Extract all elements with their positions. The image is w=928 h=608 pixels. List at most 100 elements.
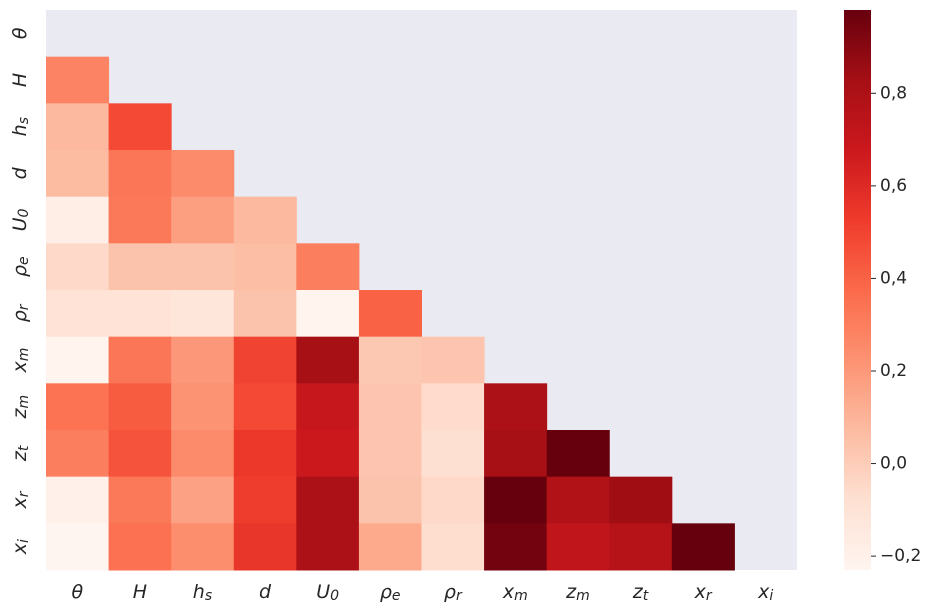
heatmap-cell-11-3 [233,523,297,571]
heatmap-cell-10-9 [609,476,673,524]
y-axis-label-2: hs [9,117,33,136]
heatmap-cell-7-2 [171,336,235,384]
heatmap-cell-9-5 [358,430,422,478]
heatmap-cell-5-0 [46,243,110,291]
heatmap-cell-7-3 [233,336,297,384]
heatmap-cell-8-6 [421,383,485,431]
heatmap-cell-7-0 [46,336,110,384]
y-axis-label-9: zt [9,445,33,462]
x-axis-label-2: hs [193,581,212,605]
y-axis-label-1: H [9,73,31,87]
heatmap-cell-3-0 [46,150,110,198]
heatmap-cell-6-2 [171,290,235,338]
heatmap-cell-9-2 [171,430,235,478]
colorbar-tick-label-0: −0,2 [880,546,921,566]
heatmap-cell-10-5 [358,476,422,524]
heatmap-cell-1-0 [46,56,110,104]
y-axis-labels: θ Hhs d U0 ρe ρr xm zm zt xr xi [9,27,33,555]
heatmap-cell-3-2 [171,150,235,198]
colorbar-tick-label-2: 0,2 [880,361,907,381]
heatmap-cell-9-3 [233,430,297,478]
y-axis-label-5: ρe [9,256,33,277]
colorbar-tick-label-1: 0,0 [880,454,907,474]
heatmap-cell-10-4 [296,476,360,524]
heatmap-cell-4-3 [233,196,297,244]
heatmap-cell-11-7 [484,523,548,571]
heatmap-cell-9-1 [108,430,172,478]
colorbar-tick-label-5: 0,8 [880,83,907,103]
heatmap-cell-9-0 [46,430,110,478]
y-axis-label-4: U0 [9,209,33,232]
heatmap-cell-8-5 [358,383,422,431]
heatmap-cell-10-1 [108,476,172,524]
heatmap-cell-11-1 [108,523,172,571]
heatmap-cell-10-6 [421,476,485,524]
heatmap-cell-7-6 [421,336,485,384]
y-axis-label-6: ρr [9,303,33,322]
heatmap-cell-7-1 [108,336,172,384]
heatmap-cell-10-3 [233,476,297,524]
heatmap-cell-11-4 [296,523,360,571]
x-axis-label-5: ρe [380,581,401,605]
heatmap-cell-2-1 [108,103,172,151]
heatmap-cell-6-1 [108,290,172,338]
heatmap-cell-10-0 [46,476,110,524]
heatmap-cell-8-7 [484,383,548,431]
heatmap-cell-9-7 [484,430,548,478]
heatmap-cell-10-2 [171,476,235,524]
colorbar-tick-label-4: 0,6 [880,176,907,196]
x-axis-label-7: xm [502,581,528,605]
heatmap-cell-7-5 [358,336,422,384]
heatmap-cell-3-1 [108,150,172,198]
x-axis-label-10: xr [694,581,713,605]
x-axis-label-1: H [133,581,147,603]
heatmap-cell-11-9 [609,523,673,571]
heatmap-cell-11-0 [46,523,110,571]
heatmap-cell-6-5 [358,290,422,338]
x-axis-label-11: xi [757,581,773,605]
heatmap-cell-6-3 [233,290,297,338]
heatmap-cell-6-0 [46,290,110,338]
heatmap-cell-4-1 [108,196,172,244]
heatmap-cells [46,56,735,571]
heatmap-cell-4-0 [46,196,110,244]
heatmap-cell-9-6 [421,430,485,478]
heatmap-cell-2-0 [46,103,110,151]
heatmap-cell-10-7 [484,476,548,524]
heatmap-cell-5-1 [108,243,172,291]
y-axis-label-10: xr [9,490,33,509]
x-axis-label-4: U0 [316,581,339,605]
x-axis-label-6: ρr [444,581,463,605]
heatmap-cell-11-10 [671,523,735,571]
x-axis-label-8: zm [565,581,590,605]
heatmap-cell-5-4 [296,243,360,291]
x-axis-label-3: d [259,581,272,603]
heatmap-cell-7-4 [296,336,360,384]
colorbar-tick-label-3: 0,4 [880,268,907,288]
heatmap-cell-11-6 [421,523,485,571]
heatmap-cell-10-8 [546,476,610,524]
heatmap-cell-5-2 [171,243,235,291]
y-axis-label-0: θ [9,27,31,39]
heatmap-cell-8-0 [46,383,110,431]
colorbar [844,10,871,570]
heatmap-cell-8-1 [108,383,172,431]
y-axis-label-3: d [9,166,31,179]
colorbar-ticks: −0,2 0,0 0,2 0,4 0,6 0,8 [871,83,921,566]
y-axis-label-7: xm [9,348,33,374]
heatmap-cell-6-4 [296,290,360,338]
heatmap-cell-11-8 [546,523,610,571]
x-axis-label-0: θ [71,581,83,603]
x-axis-label-9: zt [632,581,649,605]
heatmap-cell-8-3 [233,383,297,431]
heatmap-cell-9-4 [296,430,360,478]
heatmap-cell-11-5 [358,523,422,571]
heatmap-cell-5-3 [233,243,297,291]
y-axis-label-11: xi [9,539,33,555]
heatmap-cell-9-8 [546,430,610,478]
y-axis-label-8: zm [9,395,33,420]
heatmap-cell-8-4 [296,383,360,431]
heatmap-cell-8-2 [171,383,235,431]
